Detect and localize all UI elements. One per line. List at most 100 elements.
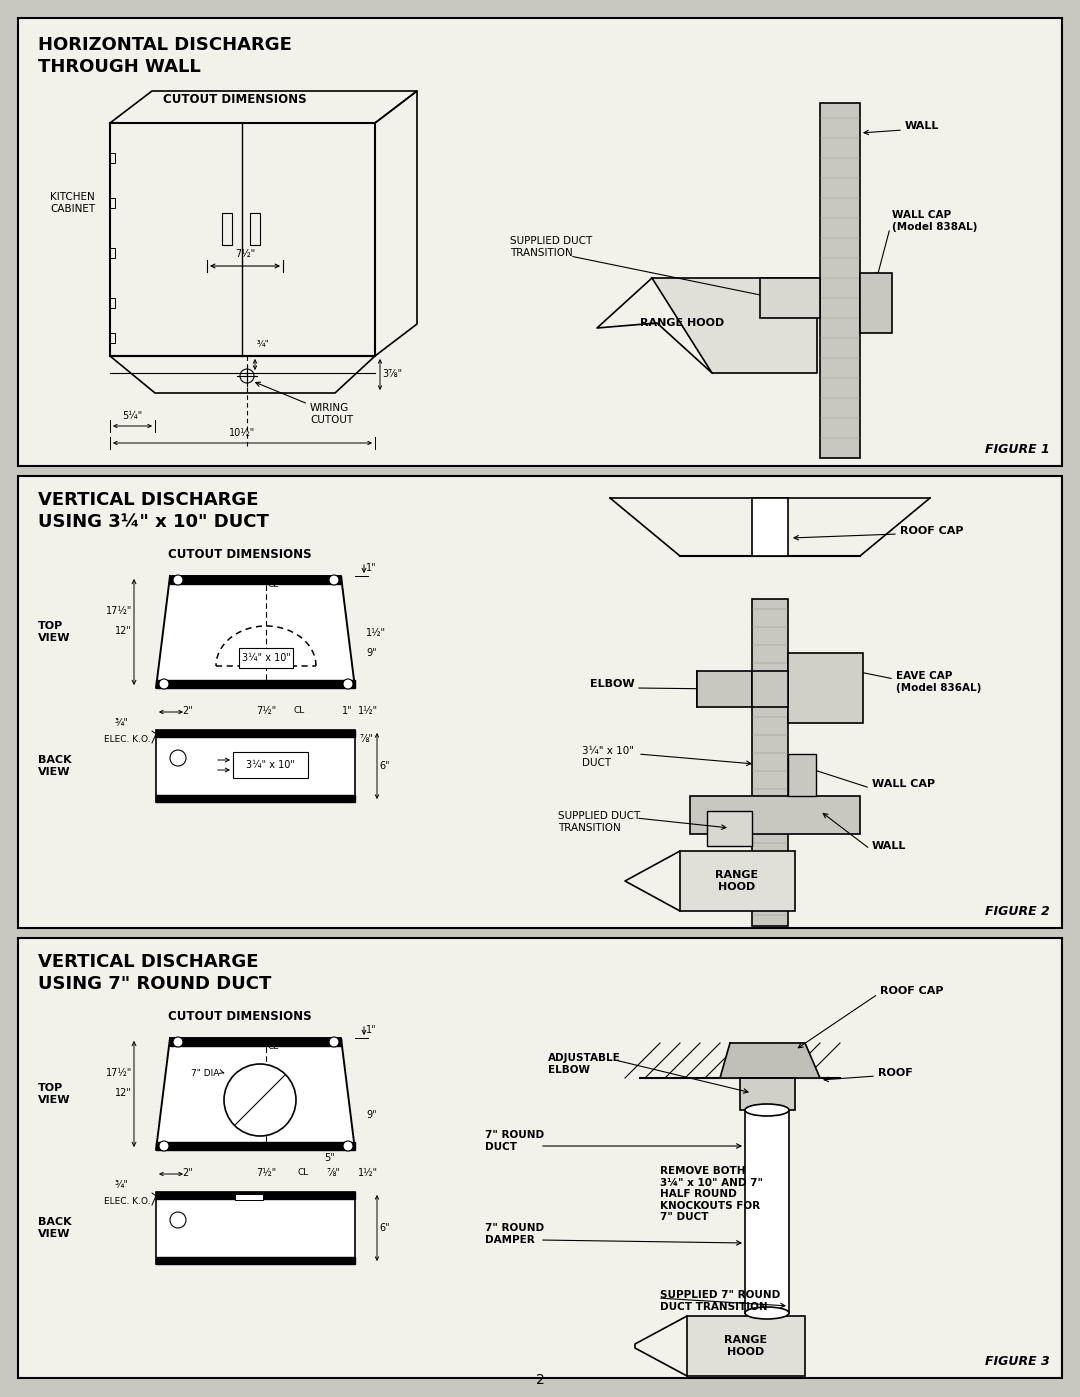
Text: 7½": 7½" [234,249,255,258]
Text: 3¼" x 10"
DUCT: 3¼" x 10" DUCT [582,746,634,767]
Bar [222,212,232,244]
Text: BACK
VIEW: BACK VIEW [38,1217,71,1239]
Bar [788,652,863,724]
Text: REMOVE BOTH
3¼" x 10" AND 7"
HALF ROUND
KNOCKOUTS FOR
7" DUCT: REMOVE BOTH 3¼" x 10" AND 7" HALF ROUND … [660,1166,762,1222]
Polygon shape [652,278,816,373]
Text: THROUGH WALL: THROUGH WALL [38,59,201,75]
Bar [109,198,114,208]
Text: WALL CAP: WALL CAP [872,780,935,789]
Bar [788,754,816,796]
Bar [109,298,114,307]
Text: ELEC. K.O.: ELEC. K.O. [105,1197,151,1206]
Bar [687,1316,805,1376]
Text: CL: CL [268,580,280,590]
Circle shape [343,1141,353,1151]
Polygon shape [156,1141,355,1150]
Text: 2: 2 [536,1373,544,1387]
Text: KITCHEN
CABINET: KITCHEN CABINET [50,193,95,214]
Bar [156,731,355,802]
Circle shape [329,1037,339,1046]
Bar [820,103,860,458]
Bar [109,332,114,344]
Bar [18,937,1062,1377]
Text: 1½": 1½" [366,629,387,638]
Bar [740,1078,795,1111]
Bar [690,796,860,834]
Text: ¾": ¾" [114,1179,129,1189]
Text: 7" ROUND
DAMPER: 7" ROUND DAMPER [485,1222,544,1245]
Text: 1½": 1½" [357,705,378,717]
Text: CL: CL [268,1042,280,1051]
Bar [239,648,293,668]
Polygon shape [156,731,355,738]
Text: ELBOW: ELBOW [590,679,635,689]
Text: ⅞": ⅞" [326,1168,340,1178]
Ellipse shape [745,1308,789,1319]
Text: SUPPLIED DUCT
TRANSITION: SUPPLIED DUCT TRANSITION [558,812,640,833]
Circle shape [170,750,186,766]
Text: HORIZONTAL DISCHARGE: HORIZONTAL DISCHARGE [38,36,292,54]
Text: WIRING
CUTOUT: WIRING CUTOUT [310,402,353,425]
Text: VERTICAL DISCHARGE: VERTICAL DISCHARGE [38,953,258,971]
Bar [249,212,260,244]
Bar [109,154,114,163]
Text: CUTOUT DIMENSIONS: CUTOUT DIMENSIONS [168,1010,312,1023]
Bar [760,278,820,319]
Text: 6": 6" [379,1222,390,1234]
Bar [680,851,795,911]
Polygon shape [156,1257,355,1264]
Text: RANGE
HOOD: RANGE HOOD [725,1336,768,1356]
Text: CL: CL [298,1168,309,1178]
Text: 3¼" x 10": 3¼" x 10" [242,652,291,664]
Text: 3⅞": 3⅞" [382,369,402,379]
Text: 9": 9" [366,648,377,658]
Polygon shape [720,1044,820,1078]
Text: 2": 2" [183,1168,193,1178]
Circle shape [343,679,353,689]
Text: RANGE
HOOD: RANGE HOOD [715,870,758,891]
Circle shape [224,1065,296,1136]
Circle shape [329,576,339,585]
Polygon shape [156,1038,355,1150]
Text: 1½": 1½" [357,1168,378,1178]
Bar [860,272,892,332]
Circle shape [173,1037,183,1046]
Text: 7" ROUND
DUCT: 7" ROUND DUCT [485,1130,544,1151]
Ellipse shape [745,1104,789,1116]
Text: 9": 9" [366,1111,377,1120]
Bar [109,249,114,258]
Circle shape [173,576,183,585]
Text: CL: CL [293,705,305,715]
Bar [235,1194,264,1200]
Text: ROOF CAP: ROOF CAP [900,527,963,536]
Text: 12": 12" [116,1088,132,1098]
Polygon shape [156,576,355,687]
Text: BACK
VIEW: BACK VIEW [38,756,71,777]
Text: USING 7" ROUND DUCT: USING 7" ROUND DUCT [38,975,271,993]
Bar [752,599,788,926]
Text: ¾": ¾" [114,717,129,726]
Text: 3¼" x 10": 3¼" x 10" [245,760,295,770]
Bar [697,671,752,707]
Polygon shape [170,576,341,584]
Text: 7½": 7½" [256,1168,276,1178]
Text: 12": 12" [116,626,132,636]
Text: 17½": 17½" [106,1067,132,1078]
Text: USING 3¼" x 10" DUCT: USING 3¼" x 10" DUCT [38,513,269,531]
Text: 1": 1" [342,705,353,717]
Text: 10½": 10½" [229,427,255,439]
Text: 5¼": 5¼" [122,411,143,420]
Circle shape [159,679,168,689]
Bar [752,497,788,556]
Text: SUPPLIED 7" ROUND
DUCT TRANSITION: SUPPLIED 7" ROUND DUCT TRANSITION [660,1289,780,1312]
Bar [752,671,788,707]
Circle shape [170,1213,186,1228]
Text: ⅞": ⅞" [359,733,373,745]
Text: EAVE CAP
(Model 836AL): EAVE CAP (Model 836AL) [896,671,982,693]
Text: ADJUSTABLE
ELBOW: ADJUSTABLE ELBOW [548,1053,621,1074]
Bar [156,1192,355,1264]
Bar [233,752,308,778]
Text: 1": 1" [366,563,377,573]
Text: 2": 2" [183,705,193,717]
Text: WALL CAP
(Model 838AL): WALL CAP (Model 838AL) [892,210,977,232]
